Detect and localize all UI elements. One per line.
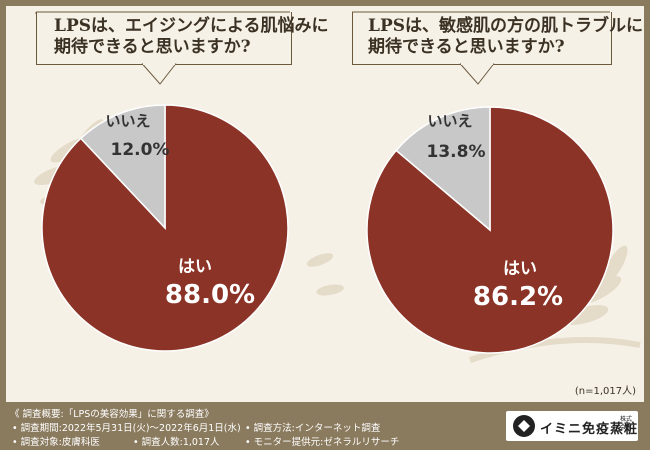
- logo-suffix-2: 会社: [619, 424, 632, 431]
- pie-chart-sensitive: いいえ 13.8% はい 86.2%: [366, 106, 614, 354]
- wheat-decoration-center: [306, 253, 344, 296]
- sample-size-note: (n=1,017人): [574, 386, 636, 397]
- question-left: LPSは、エイジングによる肌悩みに 期待できると思いますか?: [54, 16, 329, 58]
- logo-suffix-1: 株式: [619, 416, 632, 423]
- pie-value-no: 12.0%: [111, 140, 170, 160]
- bubble-right-tail-gap: [461, 62, 493, 65]
- survey-period: • 調査期間:2022年5月31日(火)〜2022年6月1日(水): [12, 423, 241, 434]
- question-right-line1: LPSは、敏感肌の方の肌トラブルに: [368, 16, 644, 36]
- pie-label-yes: はい: [178, 257, 212, 277]
- bubble-left-tail: [141, 63, 177, 85]
- question-right-line2: 期待できると思いますか?: [368, 37, 565, 57]
- company-logo: イミニ免疫蒸粧 株式 会社: [506, 411, 638, 441]
- survey-title: 《 調査概要:「LPSの美容効果」に関する調査》: [10, 409, 214, 420]
- question-left-line1: LPSは、エイジングによる肌悩みに: [54, 16, 329, 36]
- pie-chart-aging: いいえ 12.0% はい 88.0%: [41, 104, 289, 352]
- pie-value-yes: 86.2%: [473, 282, 563, 312]
- bubble-left-tail-gap: [143, 62, 175, 65]
- bubble-left-top: [35, 11, 290, 14]
- logo-suffix: 株式 会社: [620, 416, 632, 432]
- survey-count: • 調査人数:1,017人: [133, 437, 220, 448]
- pie-slice-no: [395, 106, 491, 232]
- survey-target: • 調査対象:皮膚科医: [12, 437, 100, 448]
- question-right: LPSは、敏感肌の方の肌トラブルに 期待できると思いますか?: [368, 16, 643, 58]
- logo-emblem-icon: [513, 415, 535, 437]
- survey-provider: • モニター提供元:ゼネラルリサーチ: [245, 437, 400, 448]
- survey-footer: 《 調査概要:「LPSの美容効果」に関する調査》 • 調査期間:2022年5月3…: [0, 402, 650, 450]
- question-left-line2: 期待できると思いますか?: [54, 37, 251, 57]
- charts-svg: いいえ 12.0% はい 88.0% いいえ 13.8% はい 86.2%: [34, 11, 641, 363]
- pie-label-yes: はい: [503, 259, 537, 279]
- bubble-right-tail: [459, 63, 495, 85]
- pie-value-no: 13.8%: [427, 142, 486, 162]
- pie-value-yes: 88.0%: [165, 280, 255, 310]
- pie-label-no: いいえ: [427, 112, 472, 130]
- logo-name: イミニ免疫蒸粧: [540, 422, 639, 437]
- survey-method: • 調査方法:インターネット調査: [245, 423, 381, 434]
- pie-label-no: いいえ: [105, 112, 150, 130]
- pie-slice-no: [79, 104, 166, 230]
